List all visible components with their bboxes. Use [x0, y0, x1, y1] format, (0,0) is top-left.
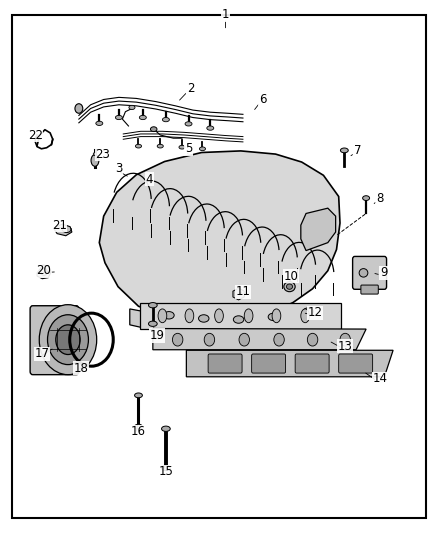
Text: 5: 5 [185, 142, 192, 155]
Text: 16: 16 [131, 425, 146, 439]
Ellipse shape [179, 146, 185, 149]
Ellipse shape [134, 424, 142, 429]
FancyBboxPatch shape [353, 256, 387, 289]
Ellipse shape [173, 333, 183, 346]
Ellipse shape [363, 196, 370, 200]
Ellipse shape [268, 313, 279, 320]
FancyBboxPatch shape [252, 354, 286, 373]
Ellipse shape [157, 144, 163, 148]
Text: 7: 7 [353, 144, 361, 157]
Ellipse shape [150, 127, 157, 132]
Ellipse shape [340, 333, 350, 346]
Circle shape [39, 305, 97, 375]
Ellipse shape [207, 126, 214, 130]
Ellipse shape [164, 312, 174, 319]
Text: 9: 9 [380, 266, 387, 279]
Ellipse shape [185, 309, 194, 322]
Ellipse shape [185, 122, 192, 126]
Ellipse shape [134, 393, 142, 398]
Circle shape [56, 325, 80, 354]
Polygon shape [130, 308, 323, 336]
Ellipse shape [340, 148, 348, 153]
Text: 17: 17 [34, 348, 49, 360]
Ellipse shape [162, 117, 170, 122]
Polygon shape [186, 350, 393, 377]
Polygon shape [37, 265, 51, 279]
Text: 19: 19 [150, 329, 165, 342]
Ellipse shape [307, 333, 318, 346]
Ellipse shape [272, 309, 281, 322]
Ellipse shape [116, 115, 122, 119]
Text: 8: 8 [376, 192, 384, 205]
Polygon shape [301, 208, 336, 251]
Ellipse shape [274, 333, 284, 346]
Text: 13: 13 [338, 340, 353, 352]
Ellipse shape [158, 309, 167, 322]
Text: 3: 3 [115, 162, 123, 175]
Text: 20: 20 [37, 264, 52, 277]
Ellipse shape [75, 104, 83, 114]
Text: 4: 4 [145, 173, 153, 185]
Ellipse shape [91, 155, 99, 166]
Ellipse shape [148, 321, 157, 326]
Ellipse shape [286, 284, 293, 289]
Text: 11: 11 [236, 286, 251, 298]
FancyBboxPatch shape [30, 306, 79, 375]
Ellipse shape [215, 309, 223, 322]
Ellipse shape [129, 106, 135, 110]
Ellipse shape [162, 465, 170, 471]
FancyBboxPatch shape [140, 303, 341, 328]
Ellipse shape [198, 315, 209, 322]
Ellipse shape [359, 269, 368, 277]
Text: 12: 12 [307, 306, 322, 319]
Ellipse shape [301, 309, 310, 322]
Text: 21: 21 [52, 219, 67, 232]
Ellipse shape [135, 144, 141, 148]
Ellipse shape [162, 426, 170, 431]
FancyBboxPatch shape [361, 285, 378, 294]
Polygon shape [233, 288, 244, 300]
Polygon shape [153, 328, 366, 350]
FancyBboxPatch shape [208, 354, 242, 373]
Text: 1: 1 [222, 8, 229, 21]
Ellipse shape [244, 309, 253, 322]
Ellipse shape [233, 316, 244, 323]
FancyBboxPatch shape [295, 354, 329, 373]
Text: 14: 14 [373, 373, 388, 385]
Text: 6: 6 [259, 93, 266, 106]
FancyBboxPatch shape [339, 354, 373, 373]
Ellipse shape [148, 303, 157, 308]
Ellipse shape [93, 152, 97, 156]
Ellipse shape [284, 281, 295, 292]
Text: 18: 18 [74, 362, 88, 375]
Polygon shape [53, 224, 72, 236]
Circle shape [47, 315, 88, 365]
Ellipse shape [139, 115, 146, 119]
Text: 22: 22 [28, 128, 43, 141]
Text: 15: 15 [159, 465, 173, 478]
Ellipse shape [204, 333, 215, 346]
Ellipse shape [239, 333, 250, 346]
Ellipse shape [96, 121, 103, 125]
Ellipse shape [199, 147, 205, 151]
Text: 2: 2 [187, 83, 194, 95]
Text: 10: 10 [283, 270, 298, 282]
Ellipse shape [303, 308, 314, 316]
Text: 23: 23 [95, 148, 110, 160]
Polygon shape [99, 151, 340, 320]
